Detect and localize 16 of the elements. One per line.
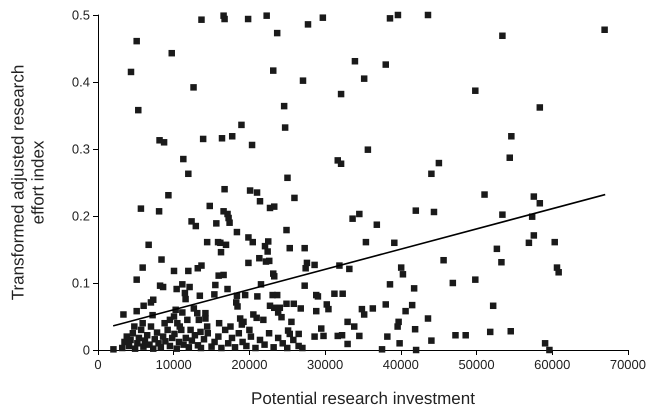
x-tick-label: 20000 xyxy=(231,357,268,372)
y-tick-label: 0.1 xyxy=(72,276,90,290)
x-tick-label: 30000 xyxy=(307,357,344,372)
x-tick-label: 10000 xyxy=(156,357,192,372)
x-tick-label: 0 xyxy=(94,357,102,372)
y-tick-label: 0.3 xyxy=(72,142,90,156)
y-tick-label: 0 xyxy=(82,342,90,358)
x-tick-label: 40000 xyxy=(382,357,419,372)
x-tick-label: 70000 xyxy=(610,357,646,372)
x-tick-label: 60000 xyxy=(534,357,570,372)
y-tick-label: 0.4 xyxy=(72,74,90,90)
x-axis-title: Potential research investment xyxy=(250,389,476,408)
y-tick-label: 0.2 xyxy=(72,208,90,224)
y-axis-title: Transformed adjusted research effort index xyxy=(8,64,48,300)
x-tick-label: 50000 xyxy=(458,357,495,372)
y-tick-label: 0.5 xyxy=(72,8,90,22)
